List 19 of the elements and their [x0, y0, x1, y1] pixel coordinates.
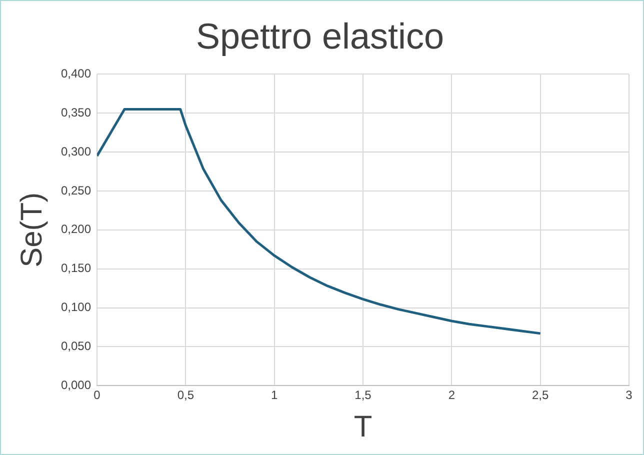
y-tick-label: 0,150: [61, 261, 92, 276]
x-tick-label: 1,5: [354, 388, 372, 402]
x-tick-label: 0: [94, 388, 101, 402]
y-tick-label: 0,050: [61, 338, 92, 353]
x-axis-title: T: [354, 410, 372, 444]
y-tick-label: 0,300: [61, 144, 92, 158]
x-tick-label: 0,5: [177, 388, 194, 402]
y-tick-label: 0,250: [61, 183, 92, 198]
chart-title: Spettro elastico: [196, 16, 444, 57]
x-tick-label: 3: [626, 388, 633, 402]
y-tick-label: 0,200: [61, 222, 92, 236]
x-tick-label: 1: [271, 388, 278, 402]
x-tick-label: 2,5: [532, 388, 549, 402]
y-tick-label: 0,400: [61, 66, 92, 81]
y-axis-title: Se(T): [15, 192, 48, 268]
y-tick-label: 0,100: [61, 300, 92, 314]
x-tick-label: 2: [448, 388, 456, 402]
y-tick-label: 0,000: [61, 378, 92, 392]
y-tick-label: 0,350: [61, 105, 92, 120]
